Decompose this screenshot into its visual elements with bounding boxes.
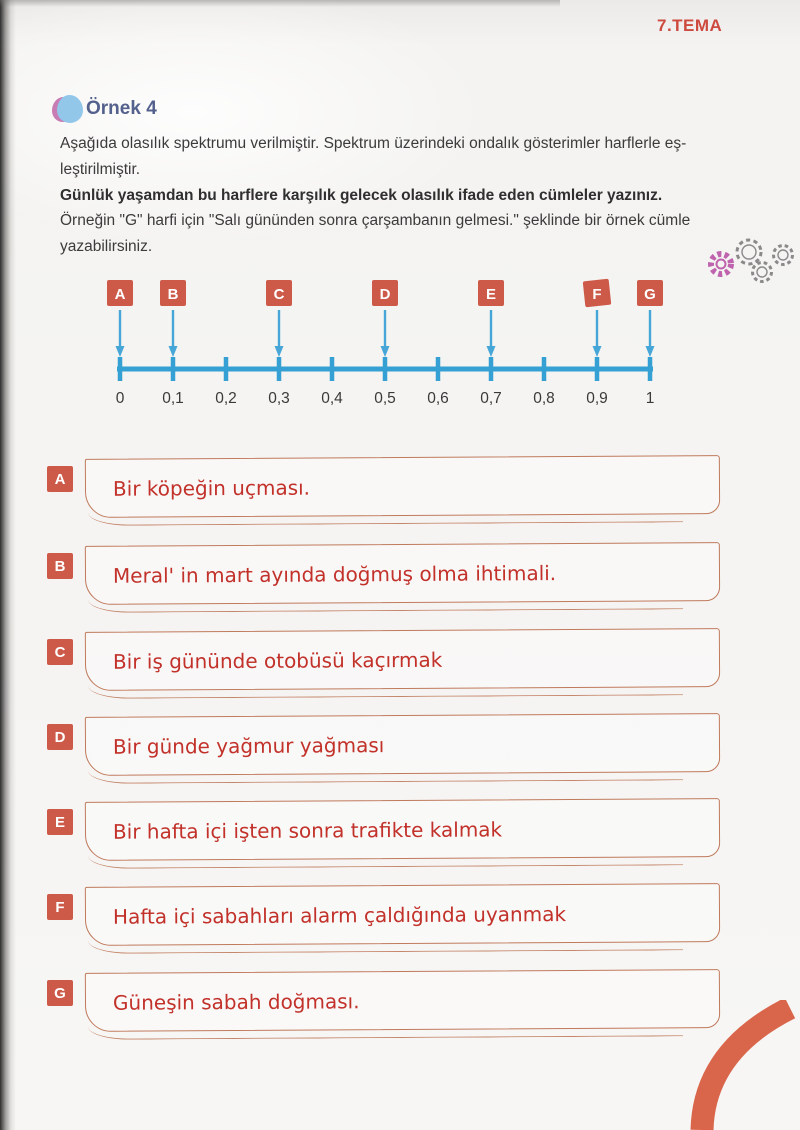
gear-gray-icon [735,238,794,283]
svg-text:E: E [486,286,496,303]
answer-box-e: Bir hafta içi işten sonra trafikte kalma… [84,798,721,861]
page-top-shadow [0,0,560,7]
intro-paragraph: Aşağıda olasılık spektrumu verilmiştir. … [60,131,755,260]
spectrum-marker-e: E [478,280,504,357]
svg-text:0,7: 0,7 [480,390,502,407]
svg-text:0,5: 0,5 [374,390,396,407]
example-title: Örnek 4 [86,97,157,119]
theme-label: 7.TEMA [657,16,723,35]
answer-box-c: Bir iş gününde otobüsü kaçırmak [84,628,721,691]
intro-line-1: Aşağıda olasılık spektrumu verilmiştir. … [60,135,687,152]
svg-text:0,6: 0,6 [427,390,449,407]
answer-row-a: Bir köpeğin uçması. A [0,455,800,527]
spectrum-marker-c: C [266,280,292,357]
answer-text-b: Meral' in mart ayında doğmuş olma ihtima… [112,560,557,588]
svg-text:G: G [644,286,656,303]
answer-box-f: Hafta içi sabahları alarm çaldığında uya… [84,883,721,946]
svg-text:0,2: 0,2 [215,390,237,407]
answer-badge-d: D [47,724,73,750]
answer-row-c: Bir iş gününde otobüsü kaçırmak C [0,628,800,700]
intro-line-5: yazabilirsiniz. [60,238,153,256]
answer-badge-b: B [47,553,73,579]
gear-pink-icon [708,251,734,277]
answer-row-f: Hafta içi sabahları alarm çaldığında uya… [0,883,800,955]
svg-text:B: B [168,286,179,303]
answer-badge-a: A [47,466,73,492]
answer-box-b: Meral' in mart ayında doğmuş olma ihtima… [84,542,721,605]
spectrum-marker-f: F [582,278,612,357]
answer-box-d: Bir günde yağmur yağması [84,713,721,776]
answer-text-f: Hafta içi sabahları alarm çaldığında uya… [112,901,567,929]
svg-text:0,3: 0,3 [268,390,290,407]
example-drop-icon [52,93,83,124]
answer-badge-e: E [47,809,73,835]
spectrum-marker-d: D [372,280,398,357]
answer-box-a: Bir köpeğin uçması. [84,455,721,518]
answer-text-e: Bir hafta içi işten sonra trafikte kalma… [112,816,503,844]
spectrum-marker-b: B [160,280,186,357]
answer-text-c: Bir iş gününde otobüsü kaçırmak [112,647,443,674]
answer-row-d: Bir günde yağmur yağması D [0,713,800,785]
answer-text-a: Bir köpeğin uçması. [112,475,311,501]
answer-text-d: Bir günde yağmur yağması [112,732,385,759]
gears-icon [708,238,794,283]
svg-text:0,4: 0,4 [321,390,343,407]
answer-row-g: Güneşin sabah doğması. G [0,969,800,1041]
svg-text:1: 1 [646,390,655,407]
svg-text:0,9: 0,9 [586,390,608,407]
svg-text:0: 0 [116,390,125,407]
svg-text:A: A [115,286,126,303]
svg-text:F: F [592,286,601,303]
answer-badge-g: G [47,980,73,1006]
number-line-ticks [117,357,653,381]
page-edge-shadow [0,0,16,1130]
svg-text:D: D [380,286,391,303]
number-line-labels: 0 0,1 0,2 0,3 0,4 0,5 0,6 0,7 0,8 0,9 1 [116,390,655,407]
answer-row-e: Bir hafta içi işten sonra trafikte kalma… [0,798,800,870]
corner-arc-decoration [690,1000,796,1130]
spectrum-marker-g: G [637,280,663,357]
spectrum-marker-a: A [107,280,133,357]
svg-text:C: C [274,286,285,303]
probability-spectrum-diagram: A B C D E F [107,278,663,407]
answer-box-g: Güneşin sabah doğması. [84,969,721,1032]
answer-text-g: Güneşin sabah doğması. [112,988,360,1015]
svg-text:0,1: 0,1 [162,390,184,407]
intro-instruction: Günlük yaşamdan bu harflere karşılık gel… [60,186,663,204]
example-header: Örnek 4 [52,93,157,124]
intro-line-4: Örneğin "G" harfi için "Salı gününden so… [60,212,691,230]
intro-line-2: leştirilmiştir. [60,160,141,178]
answer-badge-f: F [47,894,73,920]
answer-row-b: Meral' in mart ayında doğmuş olma ihtima… [0,542,800,614]
answer-badge-c: C [47,639,73,665]
svg-text:0,8: 0,8 [533,390,555,407]
